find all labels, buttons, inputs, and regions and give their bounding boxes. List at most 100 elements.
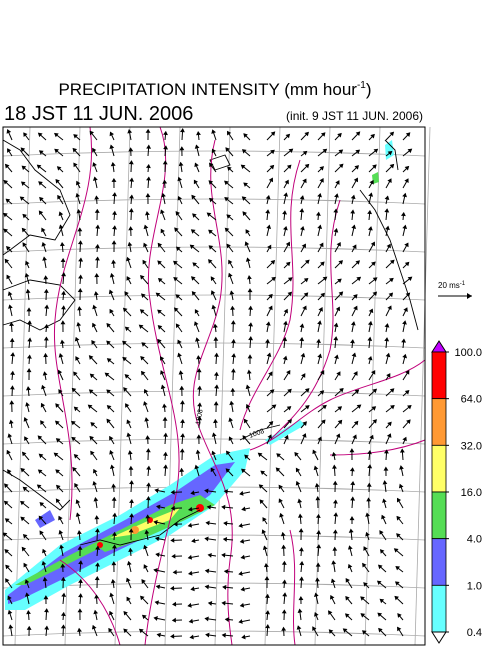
- wind-arrowhead: [140, 355, 145, 361]
- wind-arrowhead: [43, 352, 48, 358]
- wind-arrowhead: [59, 339, 65, 344]
- wind-arrowhead: [297, 608, 303, 613]
- wind-arrowhead: [56, 166, 62, 171]
- wind-arrowhead: [347, 563, 353, 569]
- wind-arrowhead: [123, 610, 128, 616]
- wind-arrowhead: [399, 465, 404, 470]
- wind-arrowhead: [123, 387, 128, 392]
- wind-arrowhead: [37, 435, 43, 440]
- wind-arrowhead: [315, 211, 321, 216]
- wind-arrowhead: [106, 322, 111, 328]
- wind-arrowhead: [371, 261, 376, 267]
- wind-arrowhead: [177, 195, 183, 201]
- wind-arrowhead: [110, 578, 116, 584]
- wind-arrowhead: [205, 520, 210, 526]
- wind-arrowhead: [21, 451, 27, 457]
- wind-arrowhead: [295, 467, 301, 473]
- wind-arrowhead: [399, 448, 405, 453]
- wind-arrowhead: [298, 547, 304, 552]
- wind-arrowhead: [382, 498, 387, 503]
- wind-arrowhead: [90, 422, 96, 427]
- wind-arrowhead: [61, 592, 67, 597]
- wind-arrowhead: [92, 304, 98, 310]
- isobar: [269, 199, 341, 441]
- wind-arrowhead: [58, 211, 64, 217]
- colorbar-over: [431, 340, 447, 353]
- wind-arrowhead: [4, 258, 10, 264]
- wind-arrowhead: [404, 165, 410, 171]
- wind-arrowhead: [141, 614, 147, 620]
- wind-arrowhead: [240, 164, 246, 170]
- wind-arrowhead: [332, 499, 338, 504]
- wind-arrowhead: [157, 325, 163, 330]
- wind-arrowhead: [3, 212, 8, 218]
- wind-arrowhead: [194, 309, 200, 314]
- wind-arrowhead: [94, 256, 100, 261]
- wind-arrowhead: [194, 144, 200, 149]
- wind-arrowhead: [143, 544, 148, 550]
- colorbar-label: 32.0: [461, 440, 482, 452]
- wind-arrowhead: [191, 538, 196, 544]
- coastline: [2, 139, 71, 256]
- wind-arrowhead: [94, 243, 100, 249]
- wind-arrowhead: [214, 384, 220, 389]
- wind-arrowhead: [248, 305, 253, 310]
- wind-arrowhead: [367, 450, 372, 455]
- wind-arrowhead: [317, 224, 323, 229]
- wind-arrowhead: [192, 213, 197, 218]
- wind-arrowhead: [58, 515, 63, 521]
- wind-arrowhead: [25, 386, 31, 391]
- wind-arrowhead: [297, 513, 303, 518]
- wind-arrowhead: [230, 387, 236, 392]
- meridian: [264, 126, 281, 646]
- wind-arrowhead: [22, 486, 28, 492]
- colorbar-segment: [431, 491, 447, 540]
- wind-arrowhead: [247, 288, 253, 293]
- wind-arrowhead: [244, 241, 250, 246]
- wind-arrowhead: [223, 489, 228, 494]
- wind-arrowhead: [194, 464, 200, 470]
- wind-arrowhead: [221, 504, 226, 510]
- colorbar-label: 16.0: [461, 487, 482, 499]
- wind-arrowhead: [42, 371, 48, 376]
- wind-arrowhead: [7, 469, 12, 474]
- wind-arrowhead: [231, 353, 237, 358]
- wind-arrowhead: [54, 132, 59, 138]
- wind-arrowhead: [248, 336, 254, 341]
- wind-arrowhead: [264, 593, 270, 598]
- wind-arrowhead: [111, 240, 117, 245]
- wind-arrowhead: [160, 384, 166, 390]
- colorbar-label: 100.0: [454, 347, 482, 359]
- wind-arrowhead: [367, 355, 373, 361]
- wind-arrowhead: [402, 192, 407, 198]
- wind-arrowhead: [226, 243, 231, 249]
- rain-area: [265, 420, 305, 445]
- wind-arrowhead: [126, 276, 131, 281]
- wind-arrowhead: [223, 569, 229, 574]
- wind-arrowhead: [332, 529, 338, 534]
- wind-arrowhead: [55, 178, 60, 184]
- wind-arrowhead: [350, 339, 355, 344]
- wind-arrowhead: [262, 517, 267, 522]
- wind-arrowhead: [285, 133, 291, 139]
- wind-arrowhead: [245, 257, 251, 262]
- wind-arrowhead: [320, 292, 325, 298]
- wind-arrowhead: [21, 227, 27, 233]
- wind-arrowhead: [276, 453, 281, 458]
- wind-arrowhead: [129, 177, 135, 182]
- wind-arrowhead: [61, 305, 66, 310]
- wind-arrowhead: [71, 387, 77, 393]
- wind-arrowhead: [197, 385, 202, 390]
- meridian: [364, 126, 381, 646]
- wind-arrowhead: [240, 586, 245, 592]
- wind-arrowhead: [352, 244, 357, 250]
- wind-arrowhead: [367, 320, 373, 326]
- wind-arrowhead: [271, 404, 277, 409]
- wind-arrowhead: [281, 560, 287, 565]
- wind-arrowhead: [303, 292, 309, 297]
- wind-arrowhead: [93, 468, 98, 474]
- isobar: [329, 439, 426, 456]
- wind-vectors: [2, 128, 413, 640]
- wind-arrowhead: [211, 129, 217, 134]
